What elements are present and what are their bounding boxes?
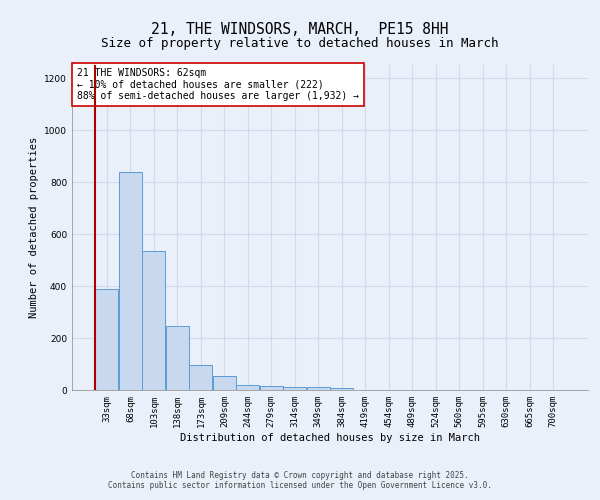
Bar	[283, 388, 306, 390]
Bar	[260, 386, 283, 390]
Bar	[95, 288, 118, 390]
Bar	[307, 388, 330, 390]
X-axis label: Distribution of detached houses by size in March: Distribution of detached houses by size …	[180, 432, 480, 442]
Bar	[236, 385, 259, 390]
Text: Contains HM Land Registry data © Crown copyright and database right 2025.
Contai: Contains HM Land Registry data © Crown c…	[108, 470, 492, 490]
Text: 21 THE WINDSORS: 62sqm
← 10% of detached houses are smaller (222)
88% of semi-de: 21 THE WINDSORS: 62sqm ← 10% of detached…	[77, 68, 359, 102]
Bar	[119, 172, 142, 390]
Y-axis label: Number of detached properties: Number of detached properties	[29, 137, 38, 318]
Text: 21, THE WINDSORS, MARCH,  PE15 8HH: 21, THE WINDSORS, MARCH, PE15 8HH	[151, 22, 449, 38]
Text: Size of property relative to detached houses in March: Size of property relative to detached ho…	[101, 38, 499, 51]
Bar	[166, 326, 189, 390]
Bar	[142, 251, 166, 390]
Bar	[190, 366, 212, 390]
Bar	[330, 388, 353, 390]
Bar	[213, 376, 236, 390]
